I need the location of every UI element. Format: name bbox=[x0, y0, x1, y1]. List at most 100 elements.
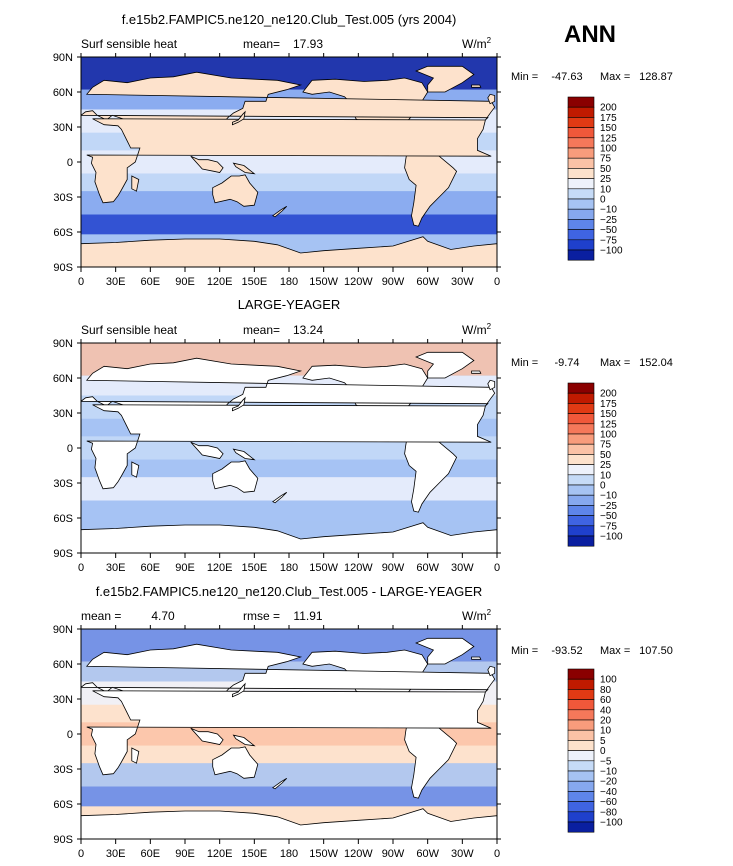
max-value: 107.50 bbox=[639, 645, 673, 657]
colorbar-label: 150 bbox=[600, 409, 617, 420]
colorbar-swatch bbox=[567, 780, 595, 792]
variable-label: Surf sensible heat bbox=[81, 37, 178, 51]
colorbar-swatch bbox=[567, 208, 595, 220]
colorbar-label: 10 bbox=[600, 726, 612, 737]
colorbar-label: −100 bbox=[600, 818, 623, 829]
continent-madagascar bbox=[131, 747, 140, 764]
lon-tick-label: 150E bbox=[241, 562, 267, 574]
lat-tick-label: 90S bbox=[53, 548, 73, 560]
units-label: W/m2 bbox=[462, 36, 492, 51]
colorbar-swatch bbox=[567, 699, 595, 711]
max-value: 128.87 bbox=[639, 71, 673, 83]
colorbar-swatch bbox=[567, 525, 595, 537]
colorbar-label: 50 bbox=[600, 164, 612, 175]
lon-tick-label: 0 bbox=[78, 848, 84, 860]
colorbar-label: −20 bbox=[600, 777, 617, 788]
colorbar-swatch bbox=[567, 147, 595, 159]
continent-japan bbox=[231, 110, 246, 126]
mean-value: 4.70 bbox=[151, 609, 175, 623]
colorbar-swatch bbox=[567, 403, 595, 414]
lon-tick-label: 120W bbox=[344, 562, 373, 574]
lon-tick-label: 60W bbox=[416, 848, 439, 860]
colorbar-swatch bbox=[567, 382, 595, 394]
lon-tick-label: 60W bbox=[416, 276, 439, 288]
lon-tick-label: 0 bbox=[78, 562, 84, 574]
colorbar-swatch bbox=[567, 505, 595, 516]
colorbar-swatch bbox=[567, 96, 595, 108]
lon-tick-label: 30E bbox=[106, 848, 126, 860]
ocean-band bbox=[81, 477, 497, 501]
max-label: Max = bbox=[600, 71, 630, 83]
ocean-band bbox=[81, 500, 497, 521]
colorbar-label: −75 bbox=[600, 235, 617, 246]
colorbar-label: −10 bbox=[600, 205, 617, 216]
colorbar-swatch bbox=[567, 770, 595, 782]
rmse-value: 11.91 bbox=[293, 609, 322, 623]
lon-tick-label: 180 bbox=[280, 562, 298, 574]
continent-africa bbox=[86, 690, 492, 776]
colorbar-label: 125 bbox=[600, 133, 617, 144]
units-label: W/m2 bbox=[462, 322, 492, 337]
lat-tick-label: 90N bbox=[53, 624, 73, 636]
panel-title: f.e15b2.FAMPIC5.ne120_ne120.Club_Test.00… bbox=[122, 12, 457, 27]
lon-tick-label: 60E bbox=[141, 276, 161, 288]
continent-new-guinea bbox=[232, 162, 256, 175]
colorbar-swatch bbox=[567, 168, 595, 179]
colorbar-label: 200 bbox=[600, 103, 617, 114]
continent-new-zealand bbox=[272, 777, 287, 790]
ocean-band bbox=[81, 763, 497, 787]
lat-ticks: 90N 60N 30N 0 30S 60S 90S bbox=[53, 52, 501, 274]
lon-tick-label: 90E bbox=[175, 562, 195, 574]
colorbar-swatch bbox=[567, 821, 595, 833]
lat-tick-label: 90N bbox=[53, 52, 73, 64]
colorbar-label: −60 bbox=[600, 797, 617, 808]
colorbar-label: −25 bbox=[600, 501, 617, 512]
colorbar-label: −100 bbox=[600, 532, 623, 543]
lon-tick-label: 0 bbox=[494, 848, 500, 860]
colorbar-label: −50 bbox=[600, 511, 617, 522]
colorbar-swatch bbox=[567, 729, 595, 741]
colorbar-swatch bbox=[567, 709, 595, 721]
continents bbox=[81, 65, 497, 267]
colorbar-label: −100 bbox=[600, 246, 623, 257]
min-label: Min = bbox=[511, 71, 538, 83]
lat-tick-label: 30N bbox=[53, 122, 73, 134]
lat-tick-label: 60S bbox=[53, 227, 73, 239]
lon-tick-label: 0 bbox=[494, 276, 500, 288]
lat-tick-label: 60N bbox=[53, 373, 73, 385]
mean-value: 17.93 bbox=[293, 37, 323, 51]
units-label: W/m2 bbox=[462, 608, 492, 623]
colorbar-swatch bbox=[567, 689, 595, 700]
colorbar-swatch bbox=[567, 719, 595, 731]
colorbar-label: 0 bbox=[600, 746, 606, 757]
ocean-band bbox=[81, 191, 497, 215]
colorbar-label: 25 bbox=[600, 460, 612, 471]
colorbar-swatch bbox=[567, 464, 595, 476]
lon-ticks: 0 30E 60E 90E 120E 150E 180 150W 120W 90W 60W 30W 0 bbox=[78, 625, 500, 860]
colorbar-swatch bbox=[567, 219, 595, 230]
colorbar-swatch bbox=[567, 760, 595, 772]
min-value: -9.74 bbox=[554, 357, 579, 369]
colorbar-swatch bbox=[567, 249, 595, 261]
mean-label: mean= bbox=[243, 323, 280, 337]
lon-tick-label: 180 bbox=[280, 276, 298, 288]
colorbar-swatch bbox=[567, 791, 595, 802]
lon-tick-label: 30W bbox=[451, 276, 474, 288]
lat-tick-label: 30S bbox=[53, 192, 73, 204]
colorbar-label: 20 bbox=[600, 716, 612, 727]
continent-indonesia bbox=[190, 727, 224, 745]
panel-title: LARGE-YEAGER bbox=[238, 297, 341, 312]
continents bbox=[81, 351, 497, 553]
continent-greenland bbox=[415, 65, 475, 93]
lat-tick-label: 30S bbox=[53, 764, 73, 776]
lat-ticks: 90N 60N 30N 0 30S 60S 90S bbox=[53, 338, 501, 560]
colorbar-swatch bbox=[567, 127, 595, 139]
continent-antarctica bbox=[81, 522, 497, 553]
map-field bbox=[81, 629, 497, 839]
colorbar-label: −80 bbox=[600, 807, 617, 818]
colorbar-label: 125 bbox=[600, 419, 617, 430]
ocean-band bbox=[81, 459, 497, 478]
colorbar-label: 0 bbox=[600, 195, 606, 206]
continent-greenland bbox=[415, 637, 475, 665]
